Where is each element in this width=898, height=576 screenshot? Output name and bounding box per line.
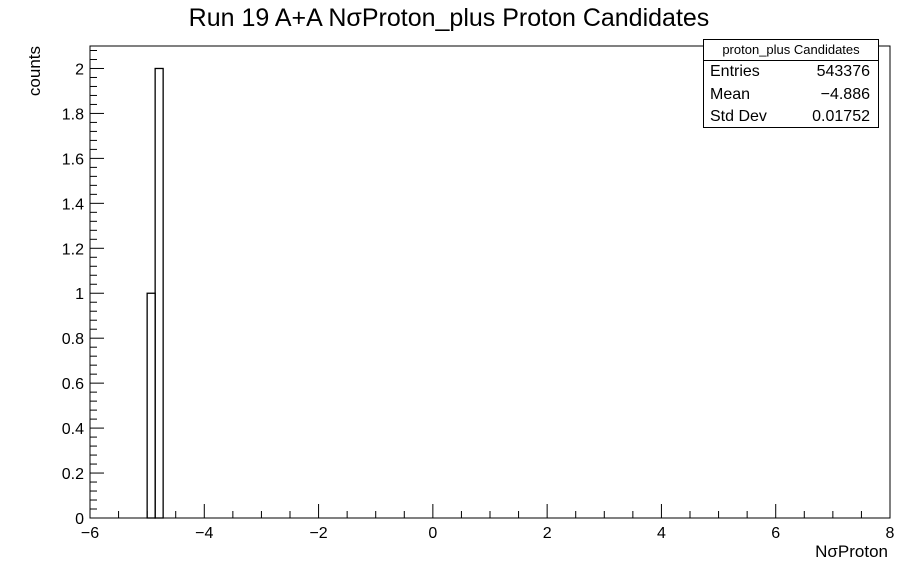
y-tick-label: 1	[75, 286, 84, 303]
stats-entries-label: Entries	[710, 63, 760, 80]
y-tick-label: 0	[75, 511, 84, 528]
y-tick-label: 1.8	[62, 106, 84, 123]
y-tick-label: 2	[75, 61, 84, 78]
x-tick-label: 4	[657, 525, 666, 542]
x-axis-ticks: −6 −4 −2 0 2 4 6 8	[81, 504, 895, 542]
y-tick-label: 1.4	[62, 196, 84, 213]
x-tick-label: −6	[81, 525, 99, 542]
histogram-bin	[146, 292, 156, 519]
stats-box-title: proton_plus Candidates	[704, 40, 878, 61]
stats-mean-label: Mean	[710, 85, 751, 103]
stats-stddev-value: 0.01752	[812, 108, 870, 125]
histogram-bin	[154, 67, 164, 519]
x-tick-label: −4	[195, 525, 213, 542]
y-tick-label: 0.6	[62, 376, 84, 393]
x-tick-label: −2	[309, 525, 327, 542]
x-tick-label: 0	[428, 525, 437, 542]
stats-entries-value: 543376	[816, 63, 870, 80]
stats-mean-value: −4.886	[820, 85, 870, 103]
stats-row-entries: Entries 543376	[704, 61, 878, 84]
y-tick-label: 1.6	[62, 151, 84, 168]
y-axis-ticks: 0 0.2 0.4 0.6 0.8 1 1.2 1.4 1.6 1.8 2	[62, 49, 104, 528]
stats-box: proton_plus Candidates Entries 543376 Me…	[703, 39, 879, 128]
stats-stddev-label: Std Dev	[710, 108, 767, 125]
x-tick-label: 6	[771, 525, 780, 542]
stats-row-stddev: Std Dev 0.01752	[704, 106, 878, 129]
chart-title: Run 19 A+A NσProton_plus Proton Candidat…	[188, 4, 710, 32]
y-tick-label: 0.2	[62, 466, 84, 483]
histogram-bars	[146, 67, 164, 519]
y-tick-label: 0.8	[62, 331, 84, 348]
x-axis-label: NσProton	[815, 542, 888, 561]
y-axis-label: counts	[25, 46, 44, 96]
stats-row-mean: Mean −4.886	[704, 84, 878, 107]
y-tick-label: 0.4	[62, 421, 84, 438]
x-tick-label: 8	[886, 525, 895, 542]
x-tick-label: 2	[543, 525, 552, 542]
y-tick-label: 1.2	[62, 241, 84, 258]
